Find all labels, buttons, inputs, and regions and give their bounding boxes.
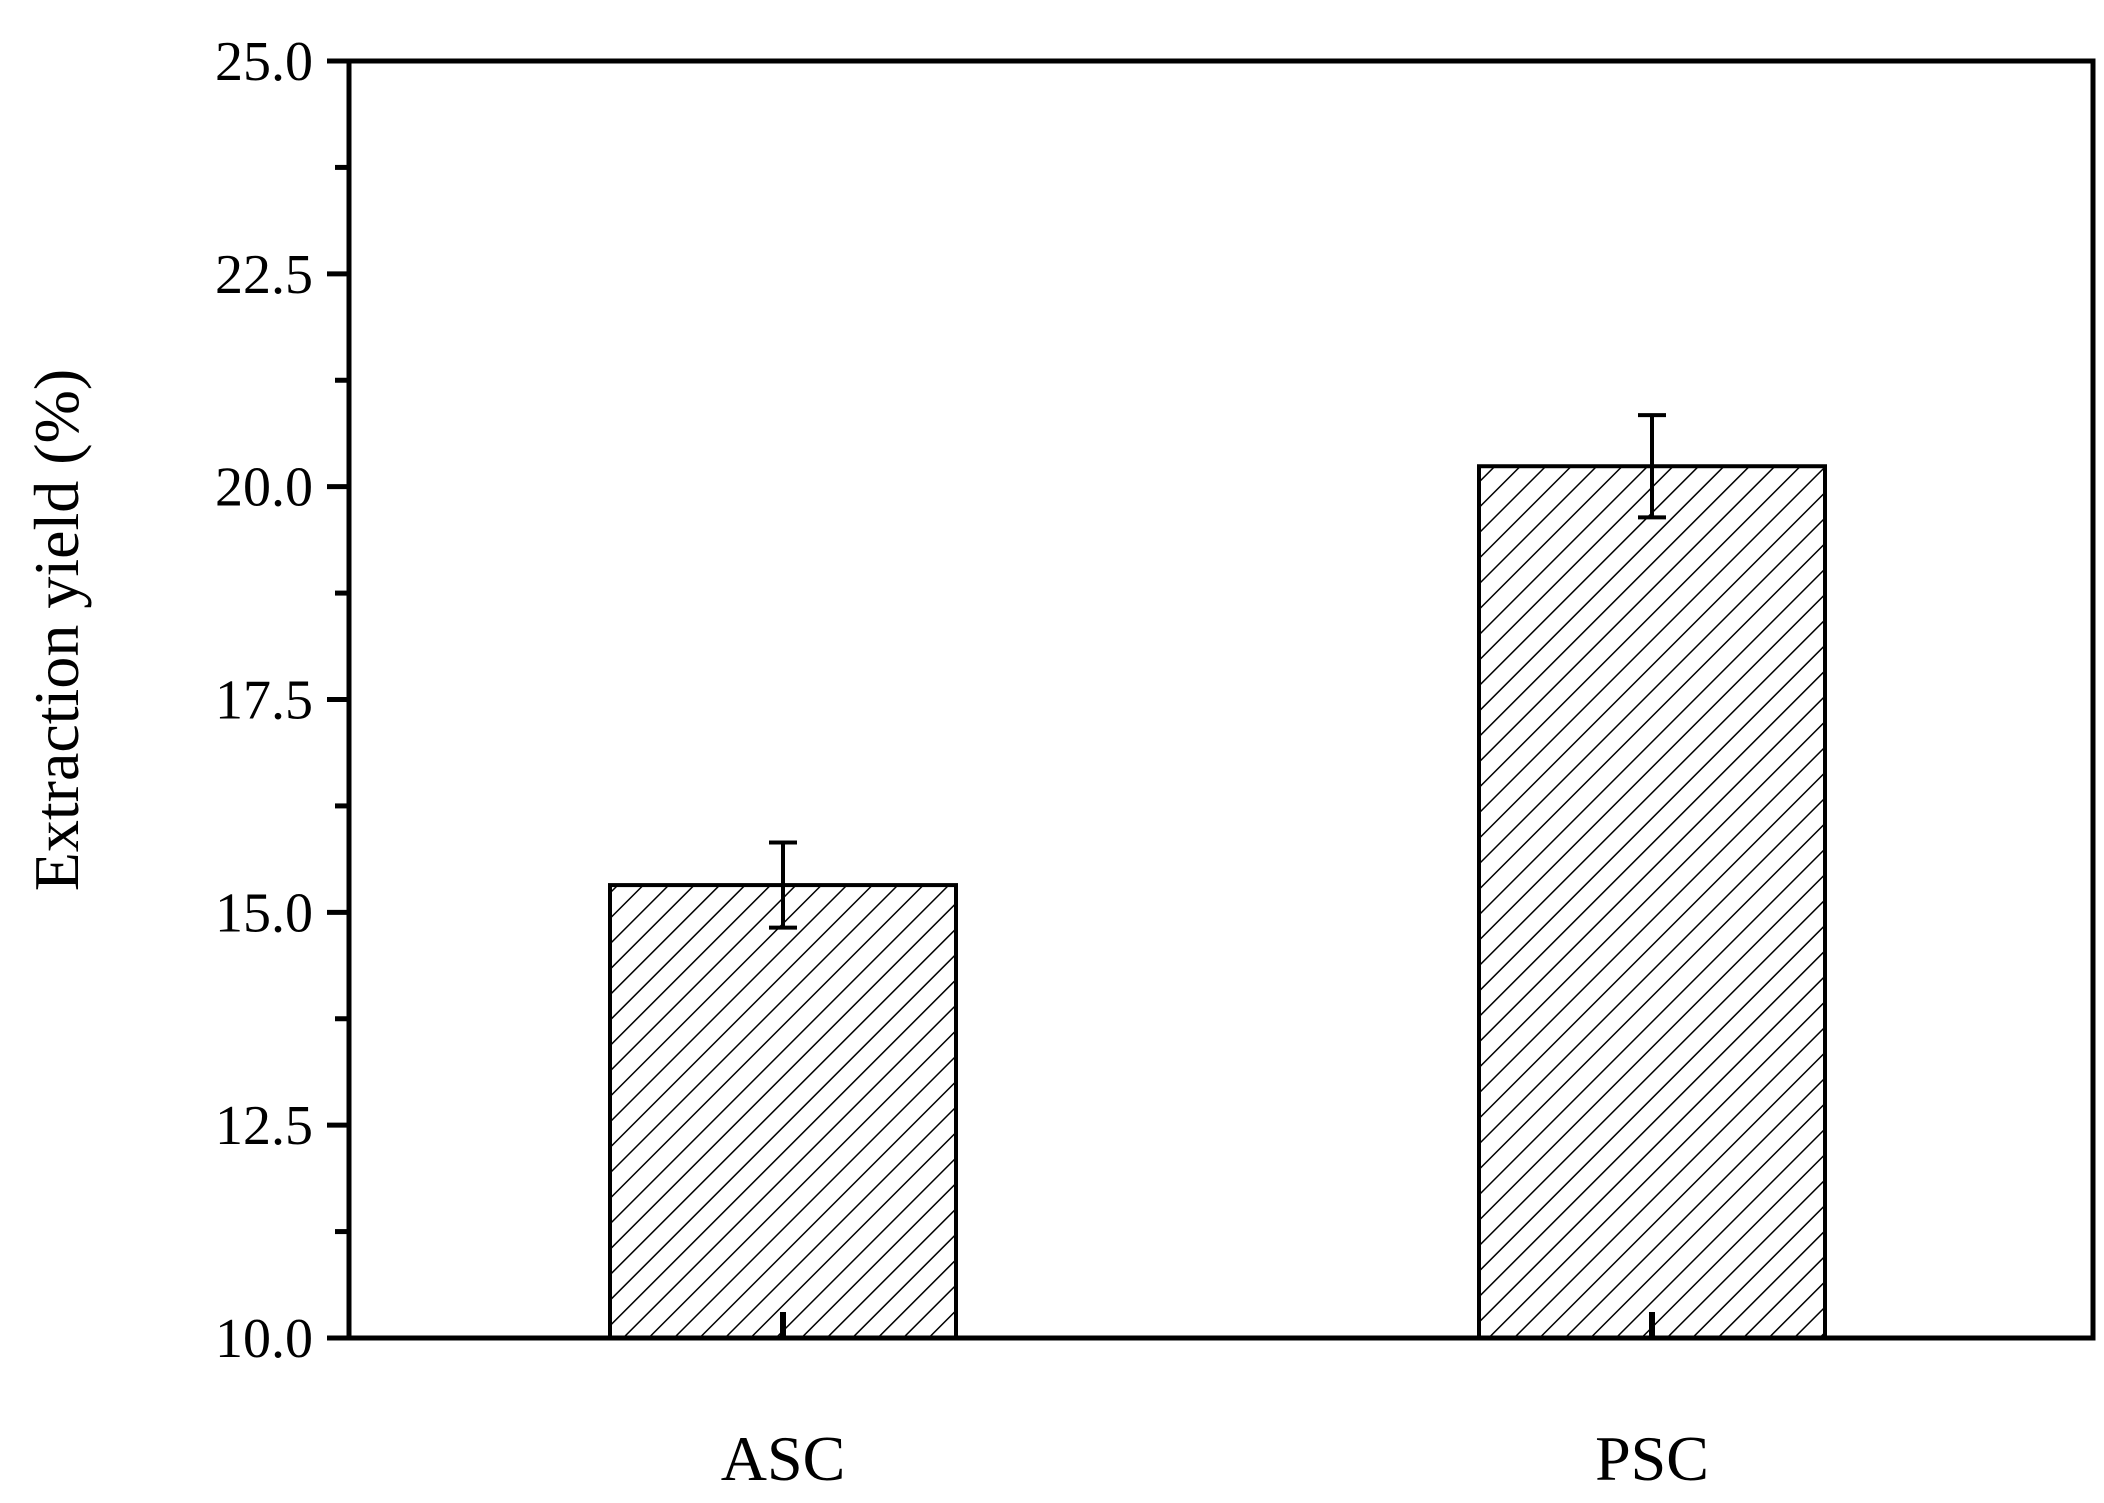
x-axis-tick-labels: ASC PSC — [721, 1423, 1709, 1494]
y-axis-title: Extraction yield (%) — [21, 369, 92, 891]
y-tick-label: 22.5 — [215, 244, 313, 306]
y-tick-label: 20.0 — [215, 457, 313, 519]
error-bar-asc — [769, 840, 797, 930]
bars — [608, 413, 1827, 1340]
error-bar-psc — [1638, 413, 1666, 520]
y-tick-label: 17.5 — [215, 670, 313, 732]
x-tick-label-asc: ASC — [721, 1423, 846, 1494]
plot-frame — [346, 58, 2096, 1341]
bar-asc — [608, 883, 958, 1340]
y-tick-label: 15.0 — [215, 882, 313, 944]
y-tick-label: 10.0 — [215, 1308, 313, 1370]
x-tick-label-psc: PSC — [1595, 1423, 1709, 1494]
y-tick-label: 12.5 — [215, 1095, 313, 1157]
y-tick-label: 25.0 — [215, 31, 313, 93]
bar-psc — [1477, 464, 1827, 1340]
y-axis-ticks: 10.0 12.5 15.0 17.5 20.0 22.5 25.0 — [215, 31, 349, 1370]
